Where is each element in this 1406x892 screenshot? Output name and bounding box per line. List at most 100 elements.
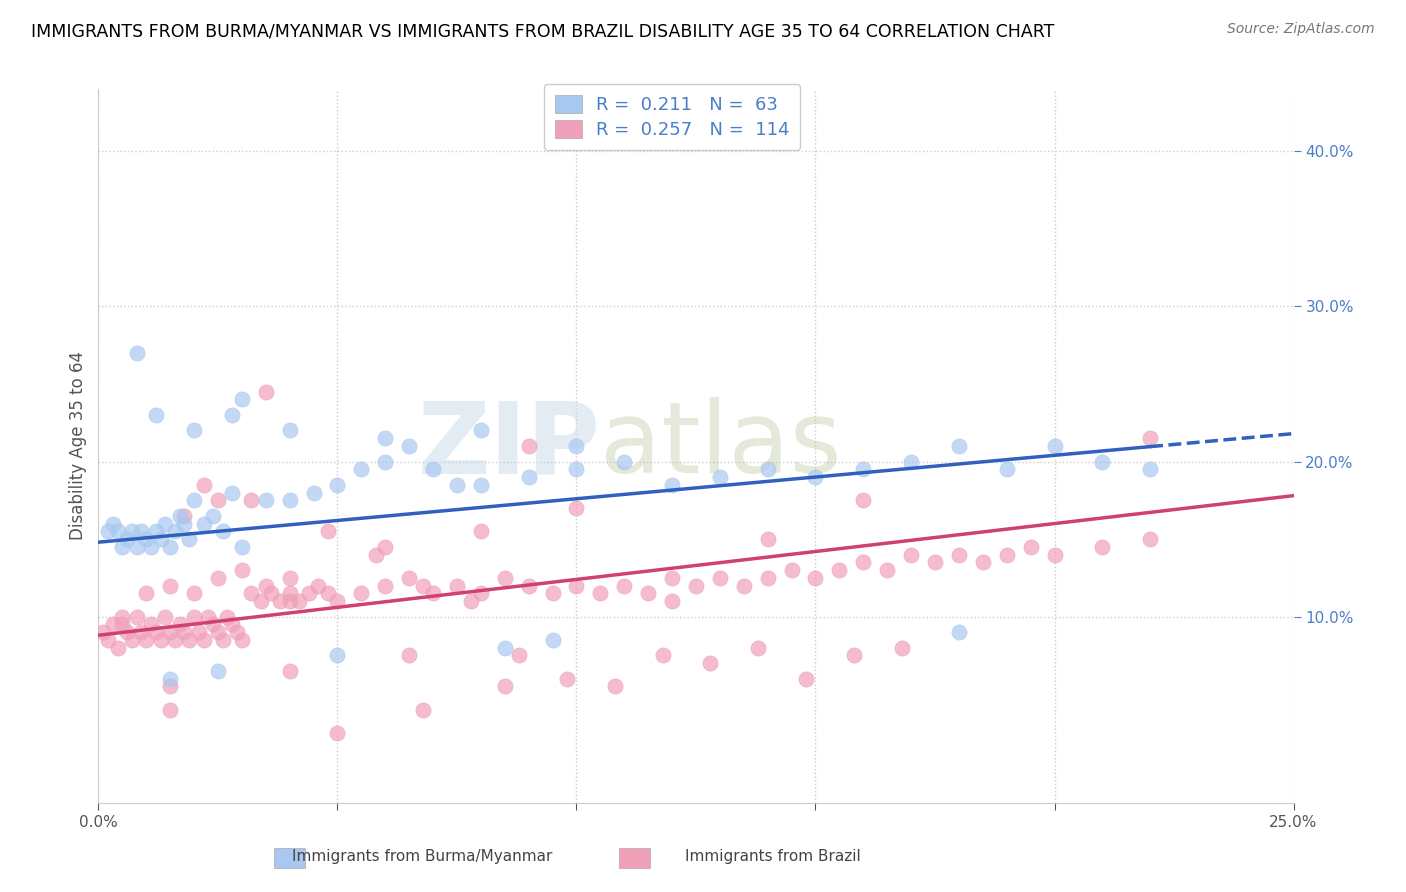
Point <box>1139 532 1161 546</box>
Point <box>709 470 731 484</box>
Point <box>159 579 181 593</box>
Point <box>374 579 396 593</box>
Point <box>97 632 120 647</box>
Point <box>207 625 229 640</box>
Point <box>125 609 148 624</box>
Point <box>211 524 233 539</box>
Point <box>780 563 803 577</box>
Text: atlas: atlas <box>600 398 842 494</box>
Point <box>398 439 420 453</box>
Point <box>179 632 201 647</box>
Point <box>207 664 229 678</box>
Point <box>221 408 243 422</box>
Point <box>948 439 970 453</box>
Point <box>307 579 329 593</box>
Point <box>517 439 540 453</box>
Point <box>278 424 301 438</box>
Point <box>259 586 281 600</box>
Point <box>460 594 482 608</box>
Point <box>163 632 186 647</box>
Point <box>121 632 143 647</box>
Point <box>747 640 769 655</box>
Point <box>326 726 349 740</box>
Point <box>398 648 420 663</box>
Point <box>97 524 120 539</box>
Point <box>221 485 243 500</box>
Point <box>240 586 263 600</box>
Point <box>555 672 578 686</box>
Point <box>115 532 138 546</box>
Point <box>890 640 912 655</box>
Point <box>541 632 564 647</box>
Point <box>202 617 225 632</box>
Point <box>111 540 134 554</box>
Point <box>221 617 243 632</box>
Point <box>316 586 339 600</box>
Point <box>412 579 434 593</box>
Point <box>131 625 153 640</box>
Point <box>173 516 195 531</box>
Point <box>149 532 172 546</box>
Point <box>169 617 191 632</box>
Point <box>298 586 321 600</box>
Point <box>278 493 301 508</box>
Point <box>350 462 373 476</box>
Point <box>159 703 181 717</box>
Point <box>278 571 301 585</box>
Point <box>159 672 181 686</box>
Point <box>207 571 229 585</box>
Point <box>804 470 827 484</box>
Y-axis label: Disability Age 35 to 64: Disability Age 35 to 64 <box>69 351 87 541</box>
Legend: R =  0.211   N =  63, R =  0.257   N =  114: R = 0.211 N = 63, R = 0.257 N = 114 <box>544 84 800 150</box>
Point <box>541 586 564 600</box>
Point <box>508 648 530 663</box>
Point <box>145 625 167 640</box>
Point <box>565 579 588 593</box>
Point <box>756 571 779 585</box>
Point <box>364 548 387 562</box>
Point <box>135 532 157 546</box>
Point <box>494 571 516 585</box>
Point <box>183 424 205 438</box>
Point <box>661 477 683 491</box>
Point <box>842 648 865 663</box>
Point <box>948 625 970 640</box>
Point <box>446 579 468 593</box>
Point <box>589 586 612 600</box>
Point <box>115 625 138 640</box>
Point <box>231 540 253 554</box>
Point <box>231 632 253 647</box>
Point <box>1019 540 1042 554</box>
Point <box>316 524 339 539</box>
Point <box>183 586 205 600</box>
Point <box>269 594 291 608</box>
Point <box>91 625 114 640</box>
Point <box>107 524 129 539</box>
Point <box>900 454 922 468</box>
Point <box>374 454 396 468</box>
Point <box>107 640 129 655</box>
Point <box>494 640 516 655</box>
Point <box>422 462 444 476</box>
Point <box>470 524 492 539</box>
Point <box>651 648 673 663</box>
Point <box>565 439 588 453</box>
Point <box>1043 439 1066 453</box>
Point <box>852 493 875 508</box>
Point <box>756 532 779 546</box>
Point <box>135 586 157 600</box>
Point <box>302 485 325 500</box>
Point <box>326 594 349 608</box>
Point <box>350 586 373 600</box>
Point <box>145 408 167 422</box>
Point <box>121 524 143 539</box>
Point <box>179 532 201 546</box>
Text: IMMIGRANTS FROM BURMA/MYANMAR VS IMMIGRANTS FROM BRAZIL DISABILITY AGE 35 TO 64 : IMMIGRANTS FROM BURMA/MYANMAR VS IMMIGRA… <box>31 22 1054 40</box>
Point <box>374 540 396 554</box>
Point <box>207 493 229 508</box>
Point <box>517 470 540 484</box>
Point <box>254 579 277 593</box>
Point <box>231 392 253 407</box>
Point <box>240 493 263 508</box>
Point <box>733 579 755 593</box>
